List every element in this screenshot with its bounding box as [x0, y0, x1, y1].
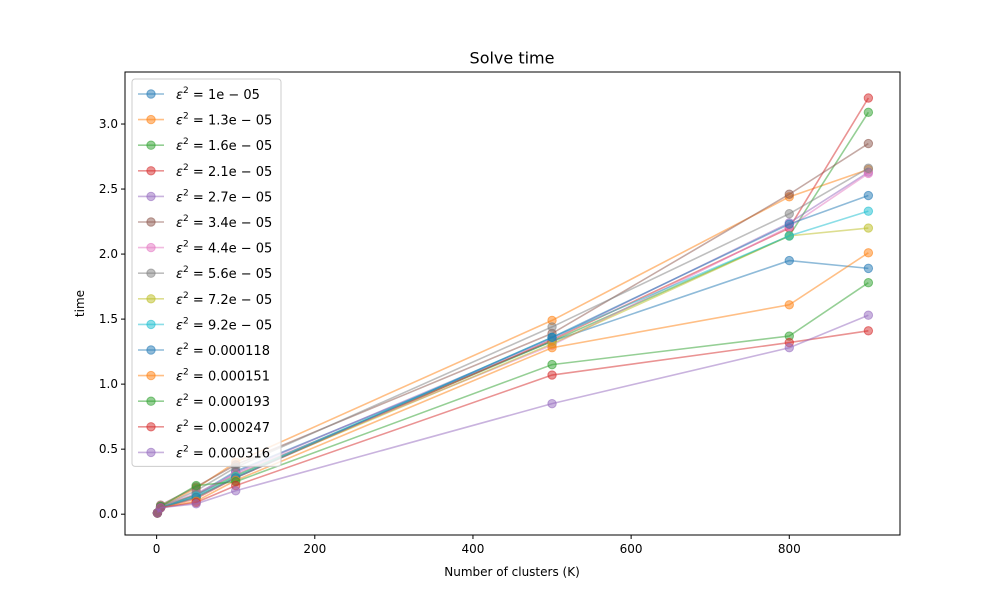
- legend-marker: [146, 114, 156, 125]
- legend-marker: [146, 294, 156, 304]
- legend-marker: [146, 422, 156, 432]
- legend-label: ε2 = 9.2e − 05: [176, 316, 272, 333]
- data-point: [863, 93, 874, 103]
- data-point: [784, 343, 794, 353]
- legend-entry: ε2 = 0.000118: [138, 342, 270, 359]
- data-point: [784, 209, 794, 219]
- x-tick-label: 400: [462, 542, 485, 556]
- y-axis-label: time: [73, 290, 87, 317]
- legend-entry: ε2 = 2.7e − 05: [138, 188, 272, 205]
- legend-label: ε2 = 1.3e − 05: [176, 112, 272, 129]
- legend-marker: [146, 396, 156, 406]
- legend-entry: ε2 = 1.6e − 05: [138, 137, 272, 154]
- legend-label: ε2 = 3.4e − 05: [176, 214, 272, 231]
- data-point: [863, 263, 874, 274]
- data-point: [784, 231, 794, 241]
- y-tick-label: 2.0: [99, 247, 118, 261]
- data-point: [547, 332, 557, 343]
- legend-marker: [146, 345, 156, 355]
- x-tick-label: 800: [778, 542, 801, 556]
- legend-label: ε2 = 0.000193: [176, 393, 270, 410]
- legend-entry: ε2 = 9.2e − 05: [138, 316, 272, 333]
- x-axis: 0 200 400 600 800: [153, 535, 801, 556]
- legend-entry: ε2 = 0.000316: [138, 444, 270, 461]
- legend-entry: ε2 = 4.4e − 05: [138, 240, 272, 257]
- legend-entry: ε2 = 1e − 05: [138, 86, 260, 103]
- y-tick-label: 1.5: [99, 312, 118, 326]
- legend-entry: ε2 = 2.1e − 05: [138, 163, 272, 180]
- data-point: [863, 107, 874, 118]
- data-point: [231, 486, 241, 496]
- legend: ε2 = 1e − 05 ε2 = 1.3e − 05 ε2 = 1.6e − 05…: [131, 78, 282, 467]
- y-tick-label: 0.0: [99, 507, 118, 521]
- x-axis-label: Number of clusters (K): [444, 565, 580, 579]
- legend-marker: [146, 191, 156, 202]
- legend-entry: ε2 = 7.2e − 05: [138, 291, 272, 308]
- series-15: [152, 310, 874, 518]
- x-tick-label: 0: [153, 542, 161, 556]
- legend-entry: ε2 = 3.4e − 05: [138, 214, 272, 231]
- y-tick-label: 0.5: [99, 442, 118, 456]
- legend-label: ε2 = 1e − 05: [176, 86, 260, 103]
- y-axis: 0.0 0.5 1.0 1.5 2.0 2.5 3.0: [99, 117, 125, 521]
- legend-marker: [146, 319, 156, 330]
- data-point: [547, 359, 557, 370]
- data-point: [784, 255, 794, 266]
- legend-entry: ε2 = 5.6e − 05: [138, 265, 272, 282]
- chart-title: Solve time: [470, 49, 555, 68]
- data-point: [155, 502, 166, 513]
- data-point: [784, 189, 794, 199]
- legend-marker: [146, 268, 156, 278]
- data-point: [863, 190, 874, 201]
- y-tick-label: 1.0: [99, 377, 118, 391]
- data-point: [784, 300, 794, 310]
- y-tick-label: 2.5: [99, 182, 118, 196]
- data-point: [191, 499, 201, 509]
- data-point: [547, 343, 557, 353]
- data-point: [863, 277, 874, 288]
- data-point: [191, 480, 201, 491]
- legend-label: ε2 = 2.1e − 05: [176, 163, 272, 180]
- legend-entry: ε2 = 0.000151: [138, 368, 270, 385]
- data-point: [863, 163, 874, 173]
- data-point: [547, 322, 557, 332]
- legend-entry: ε2 = 0.000247: [138, 419, 270, 436]
- legend-label: ε2 = 7.2e − 05: [176, 291, 272, 308]
- y-tick-label: 3.0: [99, 117, 118, 131]
- x-tick-label: 600: [620, 542, 643, 556]
- data-point: [863, 326, 874, 336]
- legend-label: ε2 = 0.000118: [176, 342, 270, 359]
- legend-marker: [146, 217, 156, 227]
- data-point: [863, 138, 874, 149]
- legend-entry: ε2 = 1.3e − 05: [138, 112, 272, 129]
- legend-label: ε2 = 4.4e − 05: [176, 240, 272, 257]
- legend-label: ε2 = 0.000247: [176, 419, 270, 436]
- legend-label: ε2 = 1.6e − 05: [176, 137, 272, 154]
- plot-area: [152, 93, 874, 518]
- legend-label: ε2 = 0.000151: [176, 368, 270, 385]
- legend-marker: [146, 140, 156, 150]
- data-point: [784, 219, 794, 229]
- axes-frame: [124, 71, 901, 536]
- legend-marker: [146, 166, 156, 176]
- legend-marker: [146, 242, 156, 253]
- legend-marker: [146, 89, 156, 99]
- legend-entry: ε2 = 0.000193: [138, 393, 270, 410]
- legend-marker: [146, 370, 156, 381]
- data-point: [863, 206, 874, 216]
- x-tick-label: 200: [303, 542, 326, 556]
- legend-label: ε2 = 2.7e − 05: [176, 188, 272, 205]
- legend-marker: [146, 447, 156, 458]
- legend-label: ε2 = 5.6e − 05: [176, 265, 272, 282]
- data-point: [863, 223, 874, 233]
- data-point: [863, 248, 874, 258]
- data-point: [863, 310, 874, 320]
- legend-label: ε2 = 0.000316: [176, 444, 270, 461]
- legend-box: [131, 78, 282, 467]
- data-point: [547, 398, 557, 409]
- data-point: [547, 370, 557, 380]
